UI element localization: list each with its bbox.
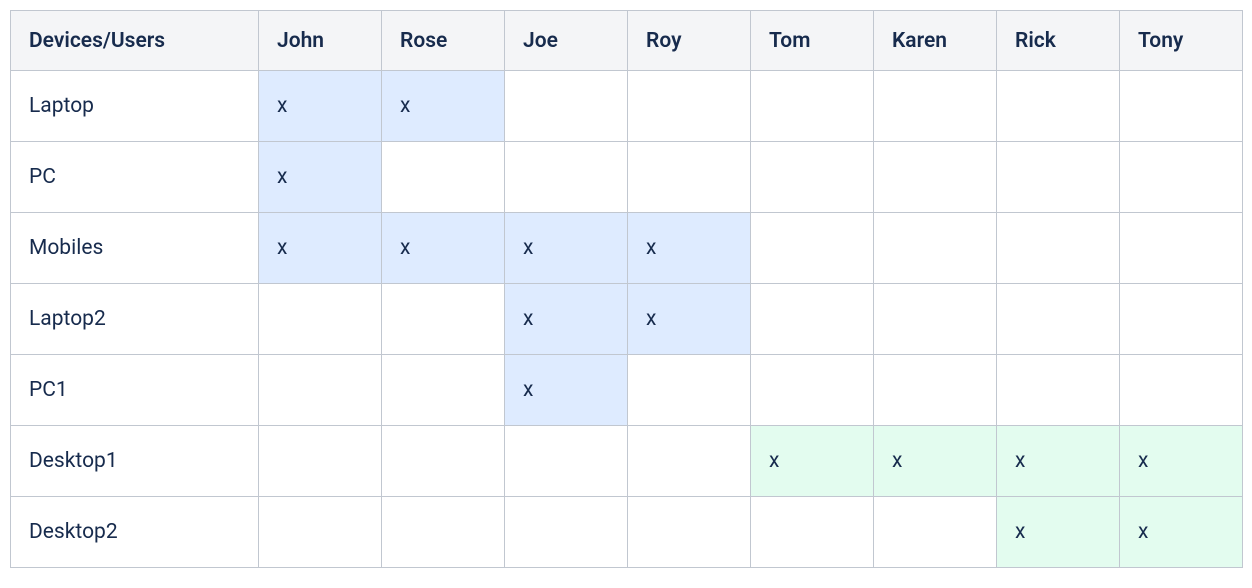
cell [382,355,505,426]
table-row: Laptopxx [11,71,1243,142]
cell [751,355,874,426]
cell [1120,71,1243,142]
cell [505,497,628,568]
column-header: Tony [1120,11,1243,71]
table-row: Mobilesxxxx [11,213,1243,284]
column-header: Tom [751,11,874,71]
cell [751,497,874,568]
cell [382,426,505,497]
cell [628,355,751,426]
header-row: Devices/Users John Rose Joe Roy Tom Kare… [11,11,1243,71]
cell [751,213,874,284]
cell: x [382,213,505,284]
cell [997,284,1120,355]
cell [628,426,751,497]
cell [751,71,874,142]
device-user-matrix-table: Devices/Users John Rose Joe Roy Tom Kare… [10,10,1243,568]
cell: x [382,71,505,142]
cell [874,71,997,142]
row-label: Desktop1 [11,426,259,497]
cell [751,142,874,213]
cell: x [997,426,1120,497]
table-row: PC1 x [11,355,1243,426]
cell [382,497,505,568]
column-header: Rose [382,11,505,71]
cell: x [505,284,628,355]
cell [259,284,382,355]
cell [259,355,382,426]
table-body: LaptopxxPCxMobilesxxxxLaptop2xxPC1xDeskt… [11,71,1243,568]
cell: x [628,284,751,355]
cell [1120,213,1243,284]
cell: x [259,142,382,213]
cell: x [1120,497,1243,568]
cell [997,142,1120,213]
cell [874,497,997,568]
cell [505,142,628,213]
row-label: Laptop [11,71,259,142]
cell [628,142,751,213]
cell [628,71,751,142]
cell: x [751,426,874,497]
cell [997,71,1120,142]
cell: x [505,213,628,284]
cell [505,71,628,142]
cell: x [505,355,628,426]
table-row: Desktop1xxxx [11,426,1243,497]
cell [874,142,997,213]
corner-header: Devices/Users [11,11,259,71]
column-header: John [259,11,382,71]
cell [874,284,997,355]
cell: x [259,71,382,142]
cell [874,213,997,284]
row-label: Desktop2 [11,497,259,568]
row-label: PC1 [11,355,259,426]
cell: x [259,213,382,284]
cell [382,284,505,355]
table-head: Devices/Users John Rose Joe Roy Tom Kare… [11,11,1243,71]
column-header: Rick [997,11,1120,71]
cell [382,142,505,213]
cell [997,355,1120,426]
cell [259,426,382,497]
cell [259,497,382,568]
cell: x [1120,426,1243,497]
row-label: Laptop2 [11,284,259,355]
cell [628,497,751,568]
cell [874,355,997,426]
cell: x [997,497,1120,568]
cell: x [628,213,751,284]
column-header: Roy [628,11,751,71]
cell [1120,142,1243,213]
table-row: PCx [11,142,1243,213]
row-label: PC [11,142,259,213]
table-row: Laptop2 xx [11,284,1243,355]
cell [505,426,628,497]
table-row: Desktop2 xx [11,497,1243,568]
cell [997,213,1120,284]
column-header: Joe [505,11,628,71]
cell [1120,284,1243,355]
cell: x [874,426,997,497]
cell [1120,355,1243,426]
row-label: Mobiles [11,213,259,284]
column-header: Karen [874,11,997,71]
cell [751,284,874,355]
